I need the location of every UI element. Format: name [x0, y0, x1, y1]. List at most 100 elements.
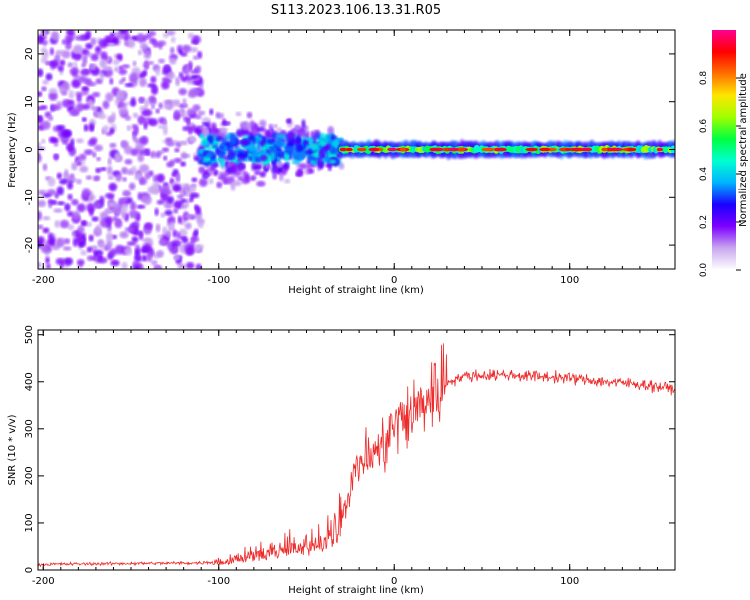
heatmap-cell: [171, 100, 181, 107]
heatmap-cell: [193, 244, 202, 253]
heatmap-cell: [318, 160, 324, 170]
heatmap-cell: [70, 177, 77, 182]
snr-ytick-label: 500: [24, 325, 35, 344]
heatmap-cell: [93, 175, 101, 181]
heatmap-cell: [194, 114, 202, 120]
snr-ytick-label: 300: [24, 419, 35, 438]
heatmap-cell: [177, 215, 182, 224]
heatmap-cell: [129, 201, 137, 211]
heatmap-cell: [626, 147, 637, 152]
heatmap-cell: [190, 47, 199, 53]
heatmap-cell: [68, 90, 75, 100]
heatmap-cell: [81, 188, 91, 198]
heatmap-cell: [54, 220, 60, 228]
heatmap-cell: [56, 186, 64, 196]
heatmap-cell: [68, 109, 79, 116]
heatmap-cell: [339, 147, 347, 152]
heatmap-cell: [126, 241, 137, 246]
heatmap-cell: [116, 89, 126, 100]
heatmap-cell: [259, 119, 267, 128]
heatmap-cell: [75, 178, 82, 185]
heatmap-cell: [80, 249, 87, 256]
heatmap-cell: [207, 134, 214, 145]
heatmap-cell: [174, 147, 180, 153]
heatmap-cell: [144, 222, 153, 230]
heatmap-cell: [87, 139, 97, 147]
heatmap-cell: [38, 262, 42, 268]
heatmap-cell: [143, 49, 152, 60]
heatmap-cell: [137, 192, 143, 201]
heatmap-cell: [158, 42, 163, 50]
heatmap-cell: [197, 110, 206, 116]
heatmap-cell: [272, 124, 278, 129]
heatmap-cell: [119, 30, 129, 35]
heatmap-cell: [78, 153, 87, 161]
heatmap-cell: [254, 157, 262, 163]
heatmap-cell: [230, 132, 237, 141]
heatmap-cell: [65, 42, 72, 50]
heatmap-cell: [45, 73, 53, 81]
heatmap-cell: [192, 80, 202, 86]
heatmap-cell: [136, 204, 146, 209]
heatmap-cell: [96, 156, 101, 162]
heatmap-cell: [173, 254, 181, 261]
heatmap-cell: [184, 222, 192, 230]
colorbar: 0.0 0.2 0.4 0.6 0.8 Normalized spectral ampl…: [699, 30, 749, 277]
heatmap-cell: [59, 219, 70, 229]
heatmap-cell: [88, 234, 94, 242]
heatmap-cell: [90, 245, 99, 250]
heatmap-cell: [193, 204, 199, 211]
heatmap-cell: [154, 151, 162, 159]
heatmap-cell: [137, 97, 146, 103]
snr-background: [38, 330, 675, 570]
heatmap-cell: [138, 177, 148, 185]
heatmap-cell: [116, 53, 123, 62]
heatmap-cell: [150, 150, 156, 159]
heatmap-cell: [123, 32, 131, 42]
spectrogram-ytick-label: -10: [24, 189, 35, 205]
heatmap-cell: [67, 62, 74, 68]
heatmap-cell: [94, 201, 102, 209]
heatmap-cell: [178, 140, 188, 146]
heatmap-cell: [215, 136, 224, 142]
heatmap-cell: [66, 30, 75, 37]
snr-ytick-label: 400: [24, 372, 35, 391]
heatmap-cell: [163, 155, 168, 161]
heatmap-cell: [139, 164, 150, 173]
heatmap-cell: [105, 216, 114, 224]
heatmap-cell: [186, 118, 191, 126]
heatmap-cell: [167, 71, 175, 80]
heatmap-cell: [222, 118, 227, 126]
spectrogram-ytick-label: -20: [24, 237, 35, 253]
heatmap-cell: [42, 163, 48, 171]
heatmap-cell: [197, 220, 204, 229]
heatmap-cell: [71, 198, 79, 206]
heatmap-cell: [308, 168, 315, 174]
heatmap-cell: [284, 152, 290, 162]
heatmap-cell: [179, 198, 188, 203]
heatmap-cell: [246, 111, 253, 119]
heatmap-cell: [182, 98, 187, 108]
heatmap-cell: [62, 246, 72, 251]
heatmap-cell: [56, 172, 62, 180]
heatmap-cell: [162, 32, 169, 39]
heatmap-cell: [198, 84, 204, 89]
heatmap-cell: [216, 157, 225, 162]
heatmap-cell: [100, 51, 106, 60]
heatmap-cell: [179, 228, 188, 238]
heatmap-cell: [42, 79, 49, 85]
heatmap-cell: [89, 64, 97, 71]
heatmap-cell: [42, 193, 52, 198]
heatmap-cell: [131, 236, 139, 243]
heatmap-cell: [201, 122, 209, 127]
heatmap-cell: [41, 86, 47, 92]
heatmap-cell: [162, 119, 168, 127]
heatmap-cell: [209, 108, 214, 116]
heatmap-cell: [72, 210, 81, 221]
heatmap-cell: [173, 208, 179, 214]
heatmap-cell: [328, 159, 337, 164]
heatmap-cell: [90, 106, 99, 111]
heatmap-cell: [204, 146, 212, 151]
snr-series: [38, 343, 675, 568]
heatmap-cell: [539, 147, 551, 152]
